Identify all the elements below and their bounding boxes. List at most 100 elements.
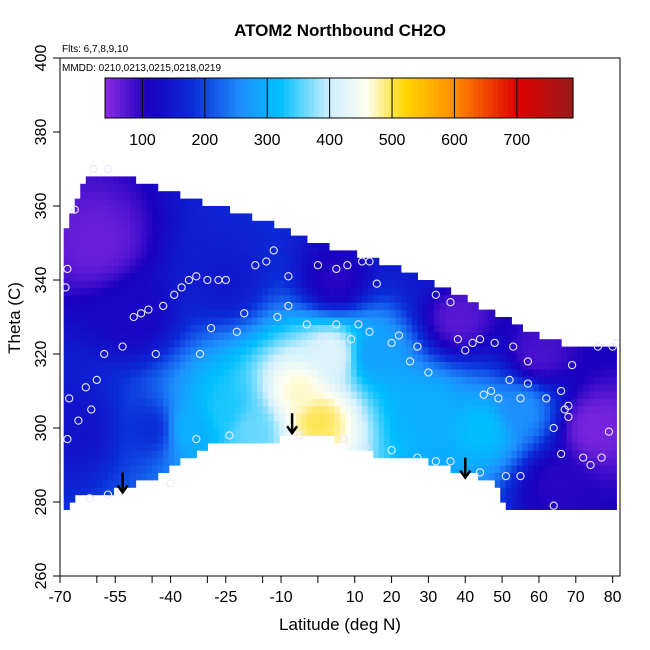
heat-cell xyxy=(96,287,103,296)
heat-cell xyxy=(400,309,407,318)
heat-cell xyxy=(588,354,595,362)
heat-cell xyxy=(422,331,430,340)
heat-cell xyxy=(201,220,208,229)
heat-cell xyxy=(588,442,595,451)
heat-cell xyxy=(340,405,347,414)
heat-cell xyxy=(378,420,385,429)
heat-cell xyxy=(395,317,402,325)
heat-cell xyxy=(290,235,297,244)
heat-cell xyxy=(378,324,385,333)
heat-cell xyxy=(400,302,407,311)
heat-cell xyxy=(284,302,291,311)
heat-cell xyxy=(218,272,225,281)
sample-point xyxy=(597,453,606,462)
heat-cell xyxy=(345,339,352,348)
heat-cell xyxy=(572,391,579,399)
heat-cell xyxy=(439,294,446,303)
heat-cell xyxy=(494,331,501,340)
heat-cell xyxy=(583,354,590,362)
heat-cell xyxy=(124,287,131,296)
heat-cell xyxy=(190,250,197,259)
heat-cell xyxy=(561,346,568,355)
heat-cell xyxy=(91,228,98,237)
heat-cell xyxy=(152,309,159,318)
heat-cell xyxy=(533,435,540,444)
heat-cell xyxy=(240,398,247,407)
heat-cell xyxy=(500,405,507,414)
heat-cell xyxy=(561,383,568,392)
heat-cell xyxy=(588,391,595,399)
heat-cell xyxy=(406,294,413,303)
heat-cell xyxy=(91,302,98,311)
heat-cell xyxy=(599,354,606,362)
heat-cell xyxy=(505,450,512,459)
heat-cell xyxy=(538,339,546,348)
heat-cell xyxy=(69,354,76,362)
heat-cell xyxy=(577,442,584,451)
heat-cell xyxy=(538,494,546,503)
colorbar-swatch xyxy=(468,78,475,118)
heat-cell xyxy=(500,331,507,340)
heat-cell xyxy=(472,420,479,429)
heat-cell xyxy=(102,376,109,385)
heat-cell xyxy=(201,339,208,348)
heat-cell xyxy=(599,391,606,399)
heat-cell xyxy=(185,428,192,436)
heat-cell xyxy=(450,309,457,318)
heat-cell xyxy=(102,280,109,288)
heat-cell xyxy=(367,361,374,370)
heat-cell xyxy=(356,368,363,377)
heat-cell xyxy=(229,287,236,296)
heat-cell xyxy=(312,346,319,355)
heat-cell xyxy=(328,413,336,422)
heat-cell xyxy=(201,287,208,296)
sample-point xyxy=(63,264,72,274)
heat-cell xyxy=(69,391,76,399)
heat-cell xyxy=(157,383,164,392)
heat-cell xyxy=(400,368,407,377)
heat-cell xyxy=(472,398,479,407)
heat-cell xyxy=(74,331,81,340)
sample-point xyxy=(343,261,352,270)
heat-cell xyxy=(80,324,87,333)
heat-cell xyxy=(373,324,380,333)
heat-cell xyxy=(218,324,225,333)
heat-cell xyxy=(572,383,579,392)
heat-cell xyxy=(63,309,70,318)
heat-cell xyxy=(135,228,142,237)
heat-cell xyxy=(450,376,457,385)
heat-cell xyxy=(63,228,70,237)
heat-cell xyxy=(141,206,148,214)
heat-cell xyxy=(588,435,595,444)
heat-cell xyxy=(207,376,214,385)
heat-cell xyxy=(273,250,280,259)
heat-cell xyxy=(367,435,374,444)
colorbar-swatch xyxy=(144,78,151,118)
heat-cell xyxy=(505,317,512,325)
heat-cell xyxy=(445,287,452,296)
heat-cell xyxy=(555,368,562,377)
heat-cell xyxy=(212,428,220,436)
heat-cell xyxy=(74,228,81,237)
heat-cell xyxy=(284,331,291,340)
heat-cell xyxy=(456,294,463,303)
heat-cell xyxy=(146,465,153,473)
heat-cell xyxy=(561,420,568,429)
heat-cell xyxy=(251,280,258,288)
heat-cell xyxy=(257,435,264,444)
heat-cell xyxy=(511,368,518,377)
heat-cell xyxy=(246,435,253,444)
heat-cell xyxy=(157,250,164,259)
heat-cell xyxy=(91,339,98,348)
heat-cell xyxy=(212,413,220,422)
heat-cell xyxy=(406,435,413,444)
heat-cell xyxy=(102,383,109,392)
heat-cell xyxy=(135,183,142,192)
heat-cell xyxy=(516,450,523,459)
heat-cell xyxy=(472,317,479,325)
heat-cell xyxy=(373,317,380,325)
heat-cell xyxy=(483,465,490,473)
heat-cell xyxy=(74,287,81,296)
heat-cell xyxy=(550,391,557,399)
heat-cell xyxy=(102,317,109,325)
